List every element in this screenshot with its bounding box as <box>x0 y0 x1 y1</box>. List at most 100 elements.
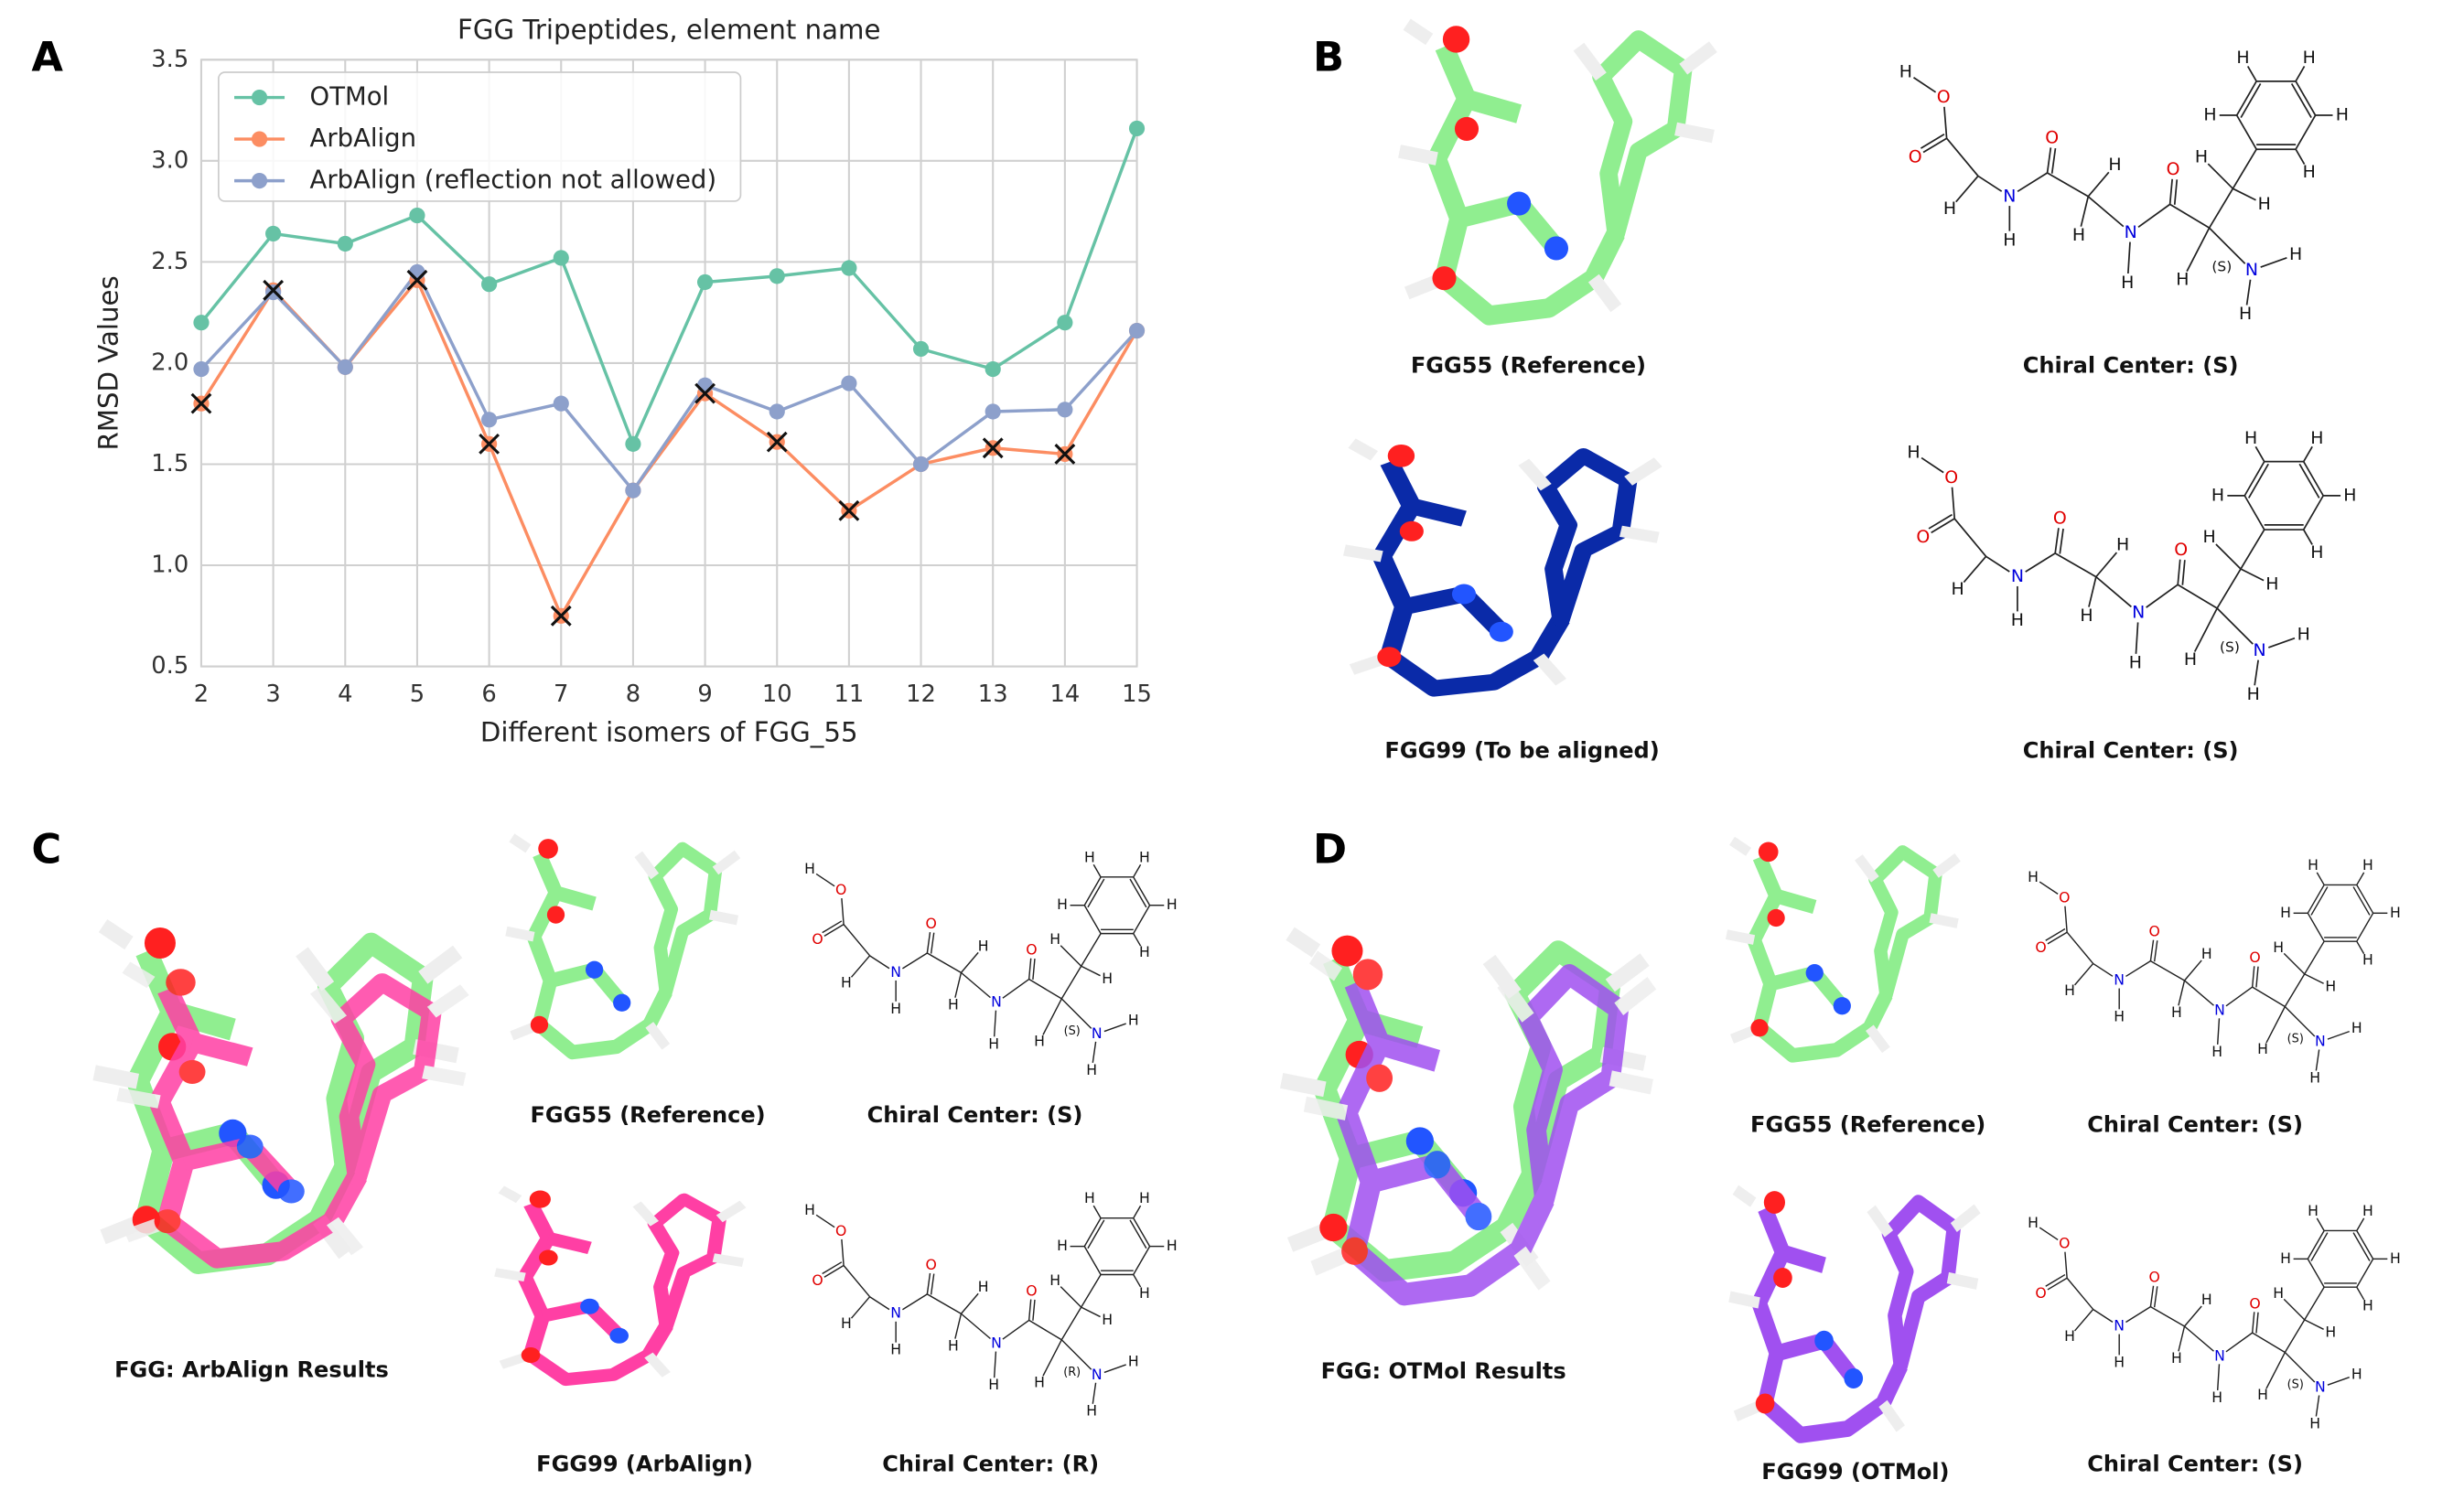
bond <box>1060 1286 1082 1308</box>
atom-label: H <box>1086 1402 1097 1420</box>
bond <box>1133 1217 1151 1247</box>
atom-label: O <box>2045 128 2059 148</box>
atom-label: H <box>2211 1043 2222 1060</box>
bond <box>2093 1308 2114 1323</box>
data-point <box>985 403 1001 420</box>
molecule-caption: FGG55 (Reference) <box>1411 352 1646 378</box>
atom-label: N <box>2125 222 2137 242</box>
bond <box>2149 1285 2155 1307</box>
atom-label: H <box>2362 1297 2373 1314</box>
bond <box>2216 1364 2221 1390</box>
bond <box>2066 931 2094 964</box>
bond <box>2127 241 2131 274</box>
atom-label: H <box>2072 225 2085 245</box>
bond <box>2181 560 2186 585</box>
bond <box>926 931 931 954</box>
bond <box>2216 607 2254 645</box>
data-point <box>696 273 714 291</box>
data-point <box>409 263 425 281</box>
bond <box>1133 1274 1142 1288</box>
bond <box>1060 965 1082 1000</box>
bond <box>2074 962 2094 986</box>
atom-label: H <box>2362 951 2373 969</box>
bond <box>2184 980 2214 1006</box>
bond <box>2169 203 2211 229</box>
atom-label: H <box>1907 442 1920 462</box>
bond <box>815 1214 835 1228</box>
bond <box>2304 1286 2325 1321</box>
atom-label: H <box>2310 542 2323 563</box>
bond <box>2265 1006 2286 1044</box>
bond <box>1028 1299 1032 1321</box>
atom-label: O <box>835 881 846 898</box>
bond <box>1028 1319 1062 1341</box>
bond <box>869 955 890 970</box>
atom-label: O <box>2059 1235 2070 1252</box>
atom-label: H <box>2171 1349 2182 1367</box>
bond <box>1133 1205 1142 1219</box>
bond <box>2265 1352 2286 1389</box>
atom-label: O <box>2167 159 2180 179</box>
atom-label: H <box>2280 1249 2291 1267</box>
atom-label: H <box>2184 649 2197 670</box>
bond <box>2284 1352 2316 1383</box>
data-point <box>769 268 785 284</box>
bond <box>1060 1339 1092 1370</box>
atom-label: N <box>991 1335 1002 1352</box>
bond <box>2352 1232 2371 1261</box>
atom-label: H <box>1084 1189 1095 1206</box>
bond <box>1092 863 1102 878</box>
atom-label: H <box>978 1278 989 1295</box>
data-point <box>553 395 569 412</box>
data-point <box>912 340 930 358</box>
bond <box>843 1265 871 1298</box>
bond <box>2153 940 2158 962</box>
data-point <box>265 284 282 301</box>
bond <box>2315 1049 2320 1071</box>
structure-caption: Chiral Center: (S) <box>2087 1111 2303 1137</box>
bond <box>2017 172 2049 193</box>
atom-label: H <box>1102 1311 1113 1328</box>
atom-label: O <box>1916 527 1930 547</box>
bond <box>822 1261 843 1275</box>
overlay-caption: FGG: OTMol Results <box>1321 1358 1566 1384</box>
y-tick-label: 2.5 <box>151 248 188 275</box>
atom-label: O <box>2053 509 2067 529</box>
atom-label: H <box>978 937 989 954</box>
bond <box>841 898 845 925</box>
bond <box>2066 1277 2094 1310</box>
atom-label: H <box>2336 105 2349 125</box>
bond <box>2316 1217 2325 1231</box>
bond <box>1083 905 1102 934</box>
atom-label: H <box>1139 1189 1150 1206</box>
bond <box>841 1238 845 1266</box>
atom-label: H <box>2011 610 2024 630</box>
atom-label: H <box>2289 244 2302 264</box>
molecule-caption: FGG55 (Reference) <box>1750 1111 1985 1137</box>
atom-label: H <box>1167 1237 1178 1254</box>
atom-label: O <box>2149 1269 2160 1286</box>
bond <box>2356 872 2365 885</box>
bond <box>2178 980 2186 1006</box>
x-tick-label: 13 <box>978 681 1008 708</box>
structure-caption: Chiral Center: (S) <box>2023 352 2239 378</box>
bond <box>2243 461 2265 497</box>
atom-label: H <box>2201 1291 2212 1308</box>
atom-label: N <box>2003 186 2016 206</box>
atom-label: O <box>925 1256 936 1273</box>
data-point <box>553 250 569 266</box>
bond <box>2356 1258 2374 1288</box>
bond <box>2095 552 2118 578</box>
bond <box>1943 106 1948 139</box>
atom-label: H <box>2273 938 2284 956</box>
bond <box>1977 175 2003 192</box>
bond <box>2047 1277 2068 1291</box>
bond <box>954 972 963 998</box>
bond <box>2356 1286 2365 1301</box>
atom-label: H <box>2273 1284 2284 1302</box>
atom-label: O <box>1026 1282 1037 1300</box>
data-point <box>1128 322 1146 339</box>
x-tick-label: 8 <box>626 681 640 708</box>
x-tick-label: 9 <box>697 681 712 708</box>
